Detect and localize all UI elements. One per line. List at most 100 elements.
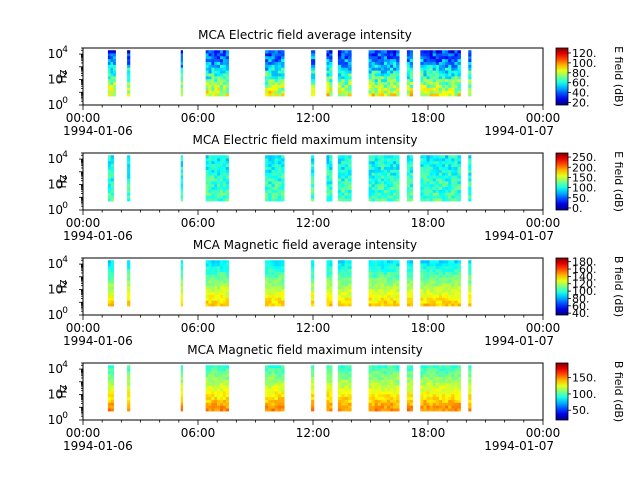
heatmap-cell	[457, 396, 461, 400]
heatmap-cell	[344, 291, 349, 295]
heatmap-cell	[393, 388, 397, 392]
heatmap-cell	[214, 408, 218, 412]
heatmap-cell	[383, 297, 388, 301]
heatmap-cell	[268, 175, 272, 179]
heatmap-cell	[383, 183, 388, 188]
heatmap-cell	[265, 365, 269, 369]
heatmap-cell	[406, 280, 411, 284]
y-tick-exponent: 4	[62, 255, 68, 265]
heatmap-cell	[208, 288, 212, 293]
heatmap-cell	[426, 286, 430, 290]
heatmap-cell	[341, 172, 345, 176]
heatmap-cell	[344, 303, 349, 307]
heatmap-cell	[205, 73, 209, 77]
heatmap-cell	[454, 300, 458, 304]
heatmap-cell	[271, 84, 275, 88]
heatmap-cell	[390, 385, 394, 389]
heatmap-cell	[225, 271, 229, 275]
heatmap-cell	[454, 61, 458, 65]
heatmap-cell	[435, 382, 440, 386]
heatmap-cell	[208, 402, 212, 406]
heatmap-cell	[347, 388, 352, 392]
heatmap-cell	[442, 186, 446, 190]
heatmap-cell	[329, 175, 333, 179]
heatmap-cell	[217, 402, 221, 406]
heatmap-cell	[393, 189, 397, 193]
heatmap-cell	[337, 382, 342, 386]
heatmap-cell	[368, 67, 372, 71]
colorbar-tick-label: 80.	[572, 67, 590, 80]
x-tick-label: 00:00	[526, 426, 561, 440]
heatmap-cell	[420, 263, 424, 267]
heatmap-cell	[426, 370, 430, 375]
heatmap-cell	[311, 155, 315, 159]
heatmap-cell	[457, 277, 461, 281]
heatmap-cell	[180, 288, 183, 293]
heatmap-cell	[393, 160, 397, 165]
heatmap-cell	[211, 388, 215, 392]
heatmap-cell	[268, 263, 272, 267]
heatmap-cell	[393, 370, 397, 375]
heatmap-cell	[409, 93, 413, 97]
heatmap-cell	[326, 175, 330, 179]
y-tick-exponent: 2	[62, 71, 68, 81]
heatmap-cell	[344, 288, 349, 293]
heatmap-cell	[438, 186, 443, 190]
heatmap-cell	[208, 294, 212, 298]
heatmap-cell	[438, 288, 443, 293]
heatmap-cell	[222, 408, 227, 412]
heatmap-cell	[406, 81, 411, 85]
heatmap-cell	[468, 158, 472, 162]
heatmap-cell	[368, 192, 372, 196]
heatmap-cell	[377, 183, 382, 188]
heatmap-cell	[344, 396, 349, 400]
heatmap-cell	[442, 277, 446, 281]
heatmap-cell	[277, 382, 282, 386]
heatmap-cell	[377, 286, 382, 290]
heatmap-cell	[220, 260, 224, 264]
heatmap-cell	[113, 81, 116, 85]
heatmap-cell	[277, 388, 282, 392]
heatmap-cell	[127, 385, 131, 389]
heatmap-cell	[445, 303, 449, 307]
heatmap-cell	[442, 87, 446, 91]
heatmap-cell	[341, 53, 345, 57]
heatmap-cell	[271, 155, 275, 159]
x-tick-label: 00:00	[66, 321, 101, 335]
heatmap-cell	[220, 277, 224, 281]
heatmap-cell	[396, 260, 400, 264]
heatmap-cell	[326, 288, 330, 293]
heatmap-cell	[217, 396, 221, 400]
heatmap-cell	[396, 303, 400, 307]
heatmap-cell	[451, 73, 455, 77]
heatmap-cell	[311, 260, 315, 264]
heatmap-cell	[371, 73, 376, 77]
heatmap-cell	[423, 393, 427, 398]
heatmap-cell	[268, 76, 272, 80]
heatmap-cell	[435, 396, 440, 400]
heatmap-cell	[127, 67, 131, 71]
heatmap-cell	[211, 263, 215, 267]
heatmap-cell	[326, 50, 330, 54]
colorbar	[555, 47, 569, 106]
heatmap-cell	[341, 376, 345, 380]
heatmap-cell	[448, 93, 452, 97]
heatmap-cell	[220, 166, 224, 170]
heatmap-cell	[205, 399, 209, 403]
heatmap-cell	[451, 78, 455, 83]
heatmap-cell	[329, 391, 333, 395]
heatmap-cell	[380, 67, 385, 71]
heatmap-cell	[451, 155, 455, 159]
heatmap-cell	[208, 408, 212, 412]
heatmap-cell	[274, 280, 279, 284]
heatmap-cell	[457, 181, 461, 185]
heatmap-cell	[423, 155, 427, 159]
colorbar-tick-label: 80.	[572, 292, 590, 305]
heatmap-cell	[409, 368, 413, 372]
heatmap-cell	[368, 172, 372, 176]
heatmap-cell	[406, 265, 411, 270]
heatmap-cell	[380, 393, 385, 398]
heatmap-cell	[380, 399, 385, 403]
heatmap-cell	[454, 158, 458, 162]
heatmap-cell	[454, 189, 458, 193]
